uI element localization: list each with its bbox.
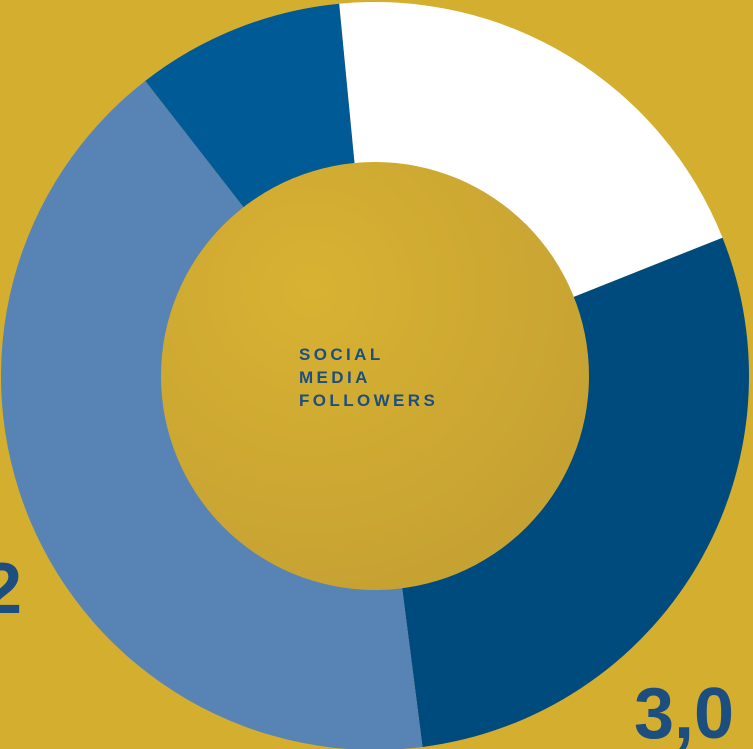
center-label-line-2: MEDIA: [299, 368, 371, 387]
right-value-label: 3,0: [634, 674, 735, 749]
center-label-line-3: FOLLOWERS: [299, 391, 439, 410]
left-value-label: 2: [0, 549, 23, 629]
center-label: SOCIAL MEDIA FOLLOWERS: [299, 343, 438, 412]
center-label-line-1: SOCIAL: [299, 345, 384, 364]
donut-hole: [161, 162, 589, 590]
